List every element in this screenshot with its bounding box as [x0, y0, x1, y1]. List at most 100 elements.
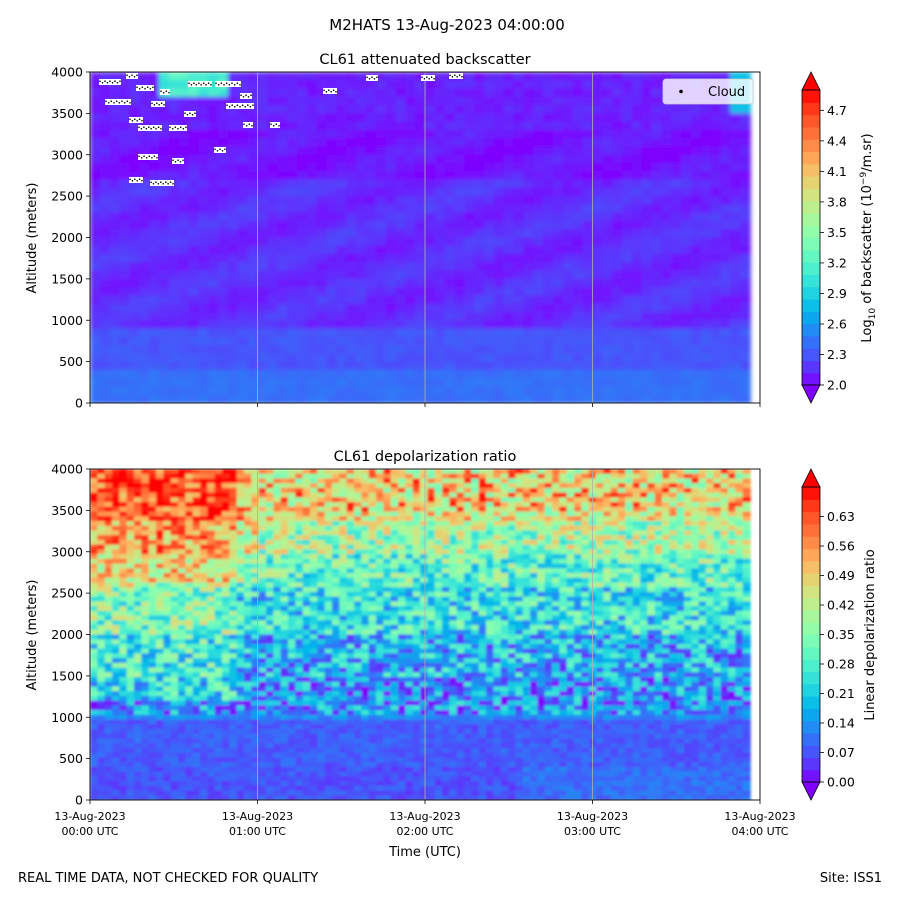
cloud-marker [366, 75, 378, 81]
colorbar-segment [802, 298, 820, 312]
depolarization-y-ticks: 0 500 1000 1500 2000 2500 3000 3500 4000 [51, 462, 90, 808]
depolarization-title: CL61 depolarization ratio [334, 449, 517, 465]
colorbar-tick-label: 3.8 [827, 194, 847, 209]
colorbar-segment [802, 126, 820, 140]
figure-suptitle: M2HATS 13-Aug-2023 04:00:00 [329, 16, 565, 34]
colorbar-tick-label: 4.4 [827, 133, 847, 148]
cloud-marker [129, 177, 143, 183]
depolarization-colorbar-label: Linear depolarization ratio [863, 549, 878, 720]
cloud-marker [323, 88, 337, 94]
cloud-marker [136, 85, 154, 91]
colorbar-tick-label: 0.28 [827, 657, 855, 672]
colorbar-segment [802, 511, 820, 525]
footer-quality-note: REAL TIME DATA, NOT CHECKED FOR QUALITY [18, 871, 318, 886]
colorbar-tick-label: 4.1 [827, 164, 847, 179]
cloud-markers [99, 73, 463, 186]
y-tick-label: 3500 [51, 106, 83, 121]
cloud-marker [126, 73, 138, 79]
y-tick-label: 4000 [51, 462, 83, 477]
y-tick-label: 500 [59, 751, 83, 766]
cloud-marker [214, 147, 226, 153]
cloud-marker [270, 122, 280, 128]
y-tick-label: 2000 [51, 230, 83, 245]
colorbar-tick-label: 2.6 [827, 316, 847, 331]
cloud-marker [240, 93, 252, 99]
x-tick-time: 03:00 UTC [564, 825, 621, 838]
depolarization-panel: CL61 depolarization ratio 0 500 1000 1500 20… [25, 449, 878, 838]
colorbar-extend-min [801, 781, 821, 801]
cloud-marker [129, 117, 143, 123]
colorbar-tick-label: 0.07 [827, 745, 855, 760]
legend-entry-cloud: Cloud [708, 85, 745, 100]
cloud-marker [169, 125, 187, 131]
depolarization-gridlines [257, 469, 593, 800]
colorbar-segment [802, 757, 820, 771]
colorbar-segment [802, 646, 820, 660]
cloud-marker [138, 125, 162, 131]
depolarization-ylabel: Altitude (meters) [25, 580, 40, 691]
colorbar-segment [802, 487, 820, 500]
colorbar-segment [802, 695, 820, 709]
colorbar-tick-label: 4.7 [827, 103, 847, 118]
cloud-marker [150, 180, 174, 186]
colorbar-segment [802, 597, 820, 611]
colorbar-segment [802, 90, 820, 103]
colorbar-segment [802, 573, 820, 586]
colorbar-tick-label: 0.42 [827, 598, 855, 613]
y-tick-label: 2500 [51, 586, 83, 601]
colorbar-segment [802, 151, 820, 165]
backscatter-colorbar: 2.0 2.3 2.6 2.9 3.2 3.5 3.8 4.1 4.4 4.7 [801, 71, 847, 404]
colorbar-tick-label: 2.9 [827, 286, 847, 301]
colorbar-frame [801, 89, 821, 386]
cloud-marker [188, 81, 212, 87]
x-tick-date: 13-Aug-2023 [222, 810, 293, 823]
colorbar-extend-min [801, 384, 821, 404]
y-tick-label: 500 [59, 354, 83, 369]
colorbar-segment [802, 523, 820, 537]
backscatter-colorbar-label: Log10 of backscatter (10−9/m.sr) [859, 133, 878, 342]
colorbar-segment [802, 360, 820, 374]
colorbar-tick-label: 2.3 [827, 347, 847, 362]
backscatter-panel: CL61 attenuated backscatter 0 500 1000 1500… [25, 52, 878, 411]
colorbar-tick-label: 2.0 [827, 378, 847, 393]
y-tick-label: 3500 [51, 503, 83, 518]
cloud-marker [421, 75, 435, 81]
colorbar-segment [802, 286, 820, 300]
colorbar-segment [802, 163, 820, 177]
y-tick-label: 3000 [51, 544, 83, 559]
cloud-marker [160, 89, 170, 95]
x-tick-time: 02:00 UTC [396, 825, 453, 838]
backscatter-x-ticks [89, 403, 761, 407]
colorbar-segment [802, 335, 820, 349]
colorbar-tick-label: 3.5 [827, 225, 847, 240]
colorbar-segment [802, 139, 820, 153]
y-tick-label: 1500 [51, 668, 83, 683]
cloud-marker [99, 79, 121, 85]
y-tick-label: 1000 [51, 710, 83, 725]
colorbar-tick-label: 0.00 [827, 775, 855, 790]
colorbar-segment [802, 622, 820, 636]
colorbar-segment [802, 348, 820, 362]
colorbar-segment [802, 237, 820, 251]
colorbar-tick-label: 0.63 [827, 509, 855, 524]
colorbar-segment [802, 311, 820, 325]
colorbar-segment [802, 323, 820, 337]
colorbar-segment [802, 114, 820, 128]
colorbar-segment [802, 212, 820, 226]
x-axis-label: Time (UTC) [388, 845, 461, 860]
y-tick-label: 1000 [51, 313, 83, 328]
cloud-marker [138, 154, 158, 160]
colorbar-tick-label: 0.21 [827, 686, 855, 701]
colorbar-segment [802, 560, 820, 574]
x-tick-time: 00:00 UTC [61, 825, 118, 838]
colorbar-segment [802, 225, 820, 239]
colorbar-segment [802, 659, 820, 672]
cloud-marker [243, 122, 253, 128]
y-tick-label: 2500 [51, 189, 83, 204]
depolarization-x-ticks: 13-Aug-2023 00:00 UTC 13-Aug-2023 01:00 UTC… [54, 800, 796, 838]
colorbar-segment [802, 720, 820, 734]
cloud-marker [215, 81, 241, 87]
colorbar-segment [802, 176, 820, 189]
colorbar-segment [802, 249, 820, 263]
colorbar-segment [802, 585, 820, 599]
